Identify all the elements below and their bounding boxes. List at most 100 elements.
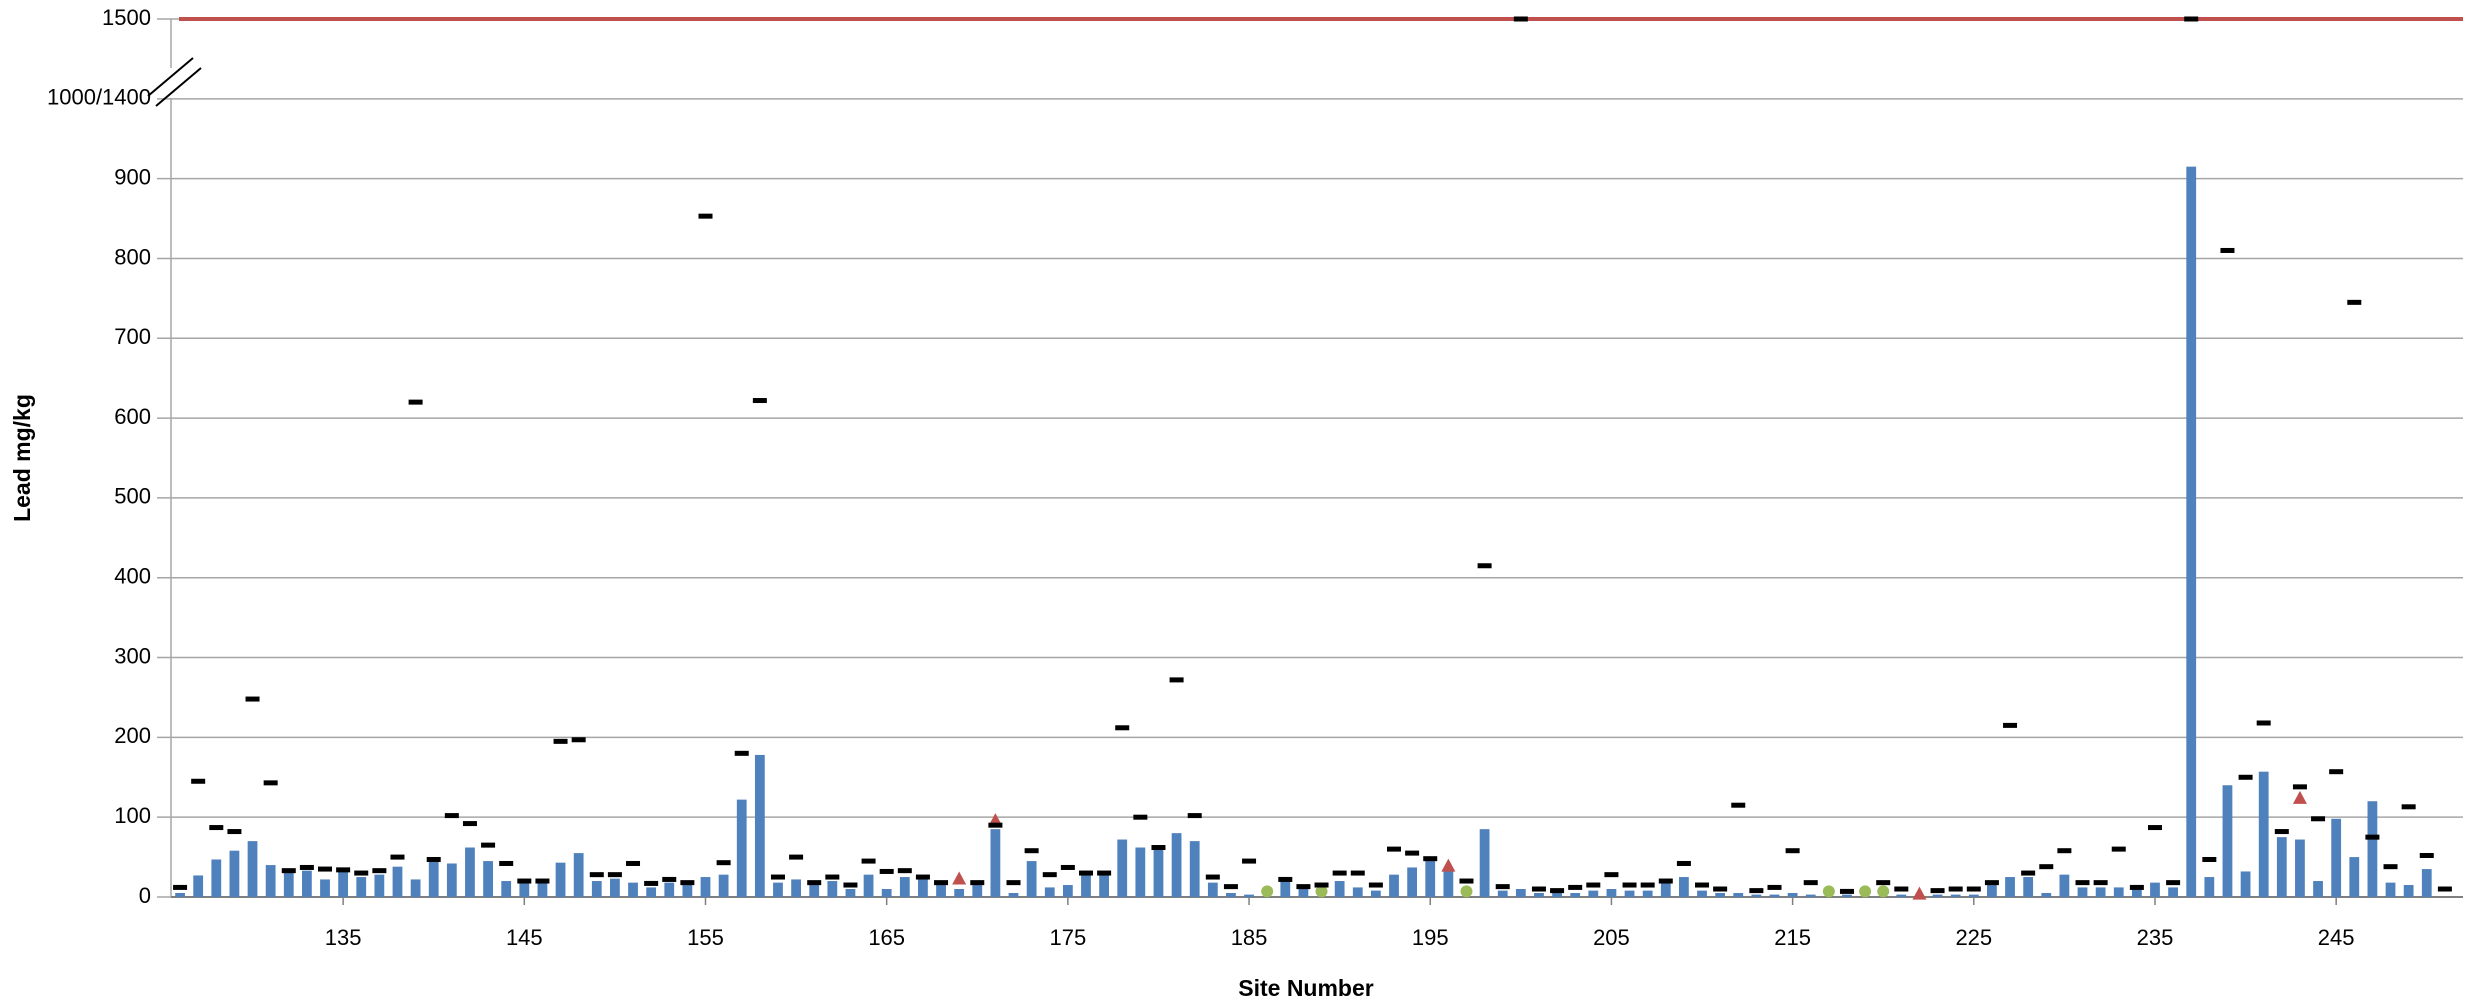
dash-marker bbox=[897, 868, 912, 874]
bar bbox=[2168, 887, 2178, 897]
bar bbox=[1805, 894, 1816, 897]
bar bbox=[845, 889, 856, 897]
dash-marker bbox=[173, 884, 188, 890]
bar bbox=[2113, 887, 2124, 897]
bar bbox=[918, 879, 928, 897]
dash-marker bbox=[1930, 888, 1945, 894]
dash-marker bbox=[2075, 880, 2090, 886]
dash-marker bbox=[589, 872, 604, 878]
bar bbox=[1660, 881, 1671, 897]
dash-marker bbox=[1459, 878, 1474, 884]
bar bbox=[1207, 882, 1218, 897]
bar bbox=[809, 882, 820, 897]
circle-marker bbox=[1859, 885, 1872, 898]
dash-marker bbox=[734, 750, 749, 756]
bar bbox=[1787, 893, 1798, 897]
bar bbox=[1715, 893, 1726, 897]
bar bbox=[2421, 869, 2432, 897]
bar bbox=[2331, 818, 2342, 897]
dash-marker bbox=[2057, 848, 2072, 854]
dash-marker bbox=[2256, 720, 2271, 726]
bar bbox=[2367, 801, 2378, 897]
dash-marker bbox=[1876, 880, 1891, 886]
bar bbox=[1932, 894, 1943, 897]
dash-marker bbox=[499, 860, 514, 866]
x-tick-label: 205 bbox=[1593, 925, 1630, 950]
bar bbox=[428, 861, 439, 897]
dash-marker bbox=[2129, 884, 2144, 890]
bar bbox=[1842, 894, 1852, 897]
dash-marker bbox=[1060, 864, 1075, 870]
dash-marker bbox=[2147, 825, 2162, 831]
bar bbox=[1515, 889, 1526, 897]
triangle-marker bbox=[1441, 858, 1456, 872]
dash-marker bbox=[2093, 880, 2108, 886]
bar bbox=[247, 841, 258, 897]
bar bbox=[1479, 829, 1490, 897]
dash-marker bbox=[662, 876, 677, 882]
dash-marker bbox=[716, 860, 731, 866]
bar bbox=[2077, 887, 2088, 897]
dash-marker bbox=[1332, 870, 1347, 876]
dash-marker bbox=[517, 878, 532, 884]
dash-marker bbox=[390, 854, 405, 860]
y-tick-label: 1000/1400 bbox=[47, 85, 151, 110]
bar bbox=[1407, 867, 1418, 897]
dash-marker bbox=[1550, 888, 1565, 894]
bar bbox=[2349, 857, 2360, 897]
bar bbox=[2313, 881, 2323, 897]
dash-marker bbox=[2401, 804, 2416, 810]
dash-marker bbox=[1024, 848, 1039, 854]
bar bbox=[392, 866, 403, 897]
bar bbox=[1751, 894, 1762, 897]
dash-marker bbox=[571, 737, 586, 743]
labels: 0 100 200 300 400 500 600 700 800 900 1000/1400 150… bbox=[47, 5, 2355, 950]
dash-marker bbox=[970, 880, 985, 886]
bar bbox=[773, 882, 783, 897]
dash-marker bbox=[1151, 845, 1166, 851]
dash-marker bbox=[1006, 880, 1021, 886]
dash-marker bbox=[462, 821, 477, 827]
dash-marker bbox=[770, 874, 785, 880]
bar bbox=[1189, 841, 1200, 897]
bar bbox=[1298, 886, 1309, 897]
bar bbox=[990, 829, 1001, 897]
dash-marker bbox=[1640, 882, 1655, 888]
bar bbox=[1497, 890, 1508, 897]
dash-marker bbox=[2039, 864, 2054, 870]
dash-marker bbox=[843, 882, 858, 888]
bar bbox=[2385, 882, 2396, 897]
dash-marker bbox=[1477, 563, 1492, 569]
dash-marker bbox=[2365, 834, 2380, 840]
bar bbox=[1153, 849, 1164, 897]
dash-marker bbox=[1405, 850, 1420, 856]
bar bbox=[175, 893, 185, 897]
bar bbox=[193, 875, 204, 897]
dash-marker bbox=[1658, 878, 1673, 884]
dash-marker bbox=[1242, 858, 1257, 864]
bar bbox=[1226, 893, 1236, 897]
dash-marker bbox=[191, 778, 206, 784]
dash-marker bbox=[752, 398, 767, 404]
bar bbox=[320, 879, 330, 897]
bar bbox=[1026, 861, 1037, 897]
dash-marker bbox=[644, 880, 659, 886]
bar bbox=[2276, 837, 2287, 897]
bar bbox=[501, 881, 512, 897]
dash-marker bbox=[2003, 722, 2018, 728]
dash-marker bbox=[318, 866, 333, 872]
bar bbox=[1062, 885, 1073, 897]
dash-marker bbox=[535, 878, 550, 884]
dash-marker bbox=[915, 874, 930, 880]
y-tick-label: 300 bbox=[114, 643, 151, 668]
bar bbox=[265, 865, 276, 897]
bar bbox=[519, 882, 530, 897]
dash-marker bbox=[2419, 852, 2434, 858]
bar bbox=[1642, 890, 1653, 897]
bar bbox=[1117, 839, 1128, 897]
dash-marker bbox=[227, 829, 242, 835]
x-tick-label: 245 bbox=[2318, 925, 2355, 950]
bar bbox=[1950, 894, 1961, 897]
bar bbox=[1697, 890, 1707, 897]
bar bbox=[2131, 889, 2142, 897]
